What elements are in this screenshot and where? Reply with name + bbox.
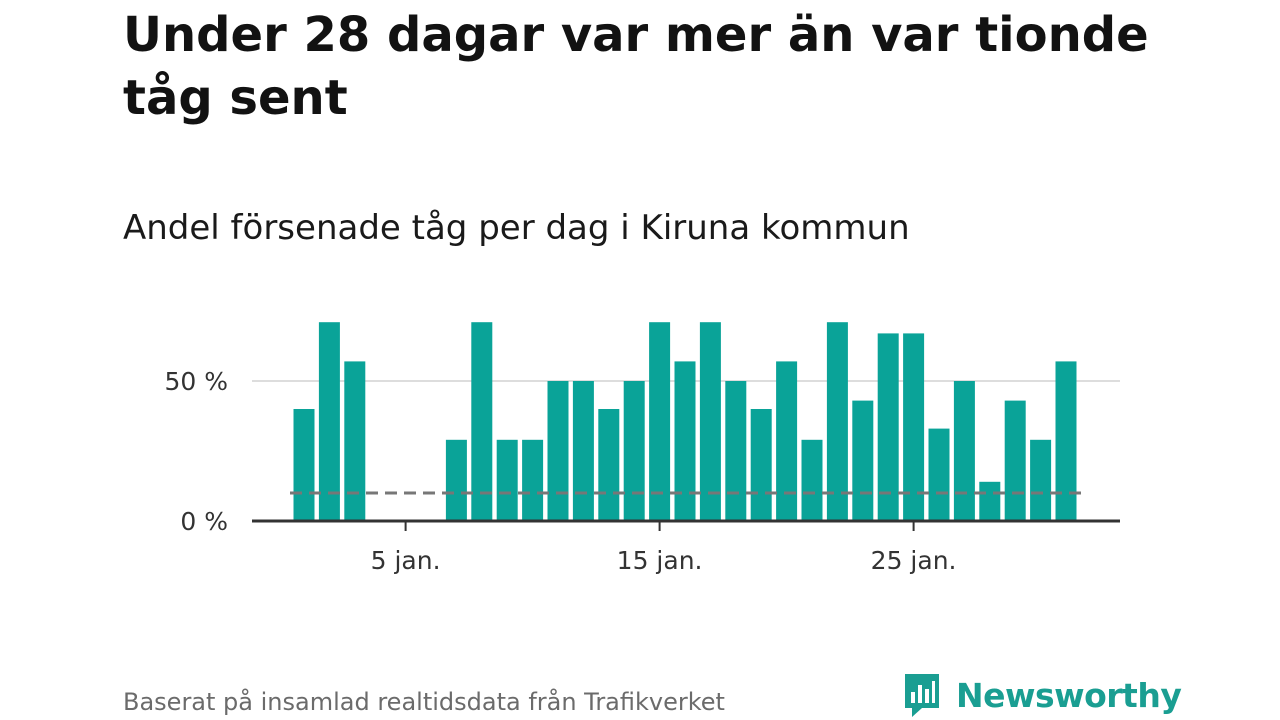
bar [826, 322, 848, 521]
bars [293, 322, 1077, 521]
newsworthy-logo-icon [905, 674, 939, 717]
bar [903, 333, 925, 521]
bar [1030, 439, 1052, 521]
bar [496, 439, 518, 521]
source-note: Baserat på insamlad realtidsdata från Tr… [123, 688, 725, 716]
axes: 0 % 50 % 5 jan. 15 jan. 25 jan. [164, 367, 1120, 575]
bar-chart: 0 % 50 % 5 jan. 15 jan. 25 jan. [164, 322, 1120, 575]
x-tick-label: 5 jan. [371, 546, 441, 575]
bar [801, 439, 823, 521]
bar [776, 361, 798, 521]
y-tick-label: 50 % [164, 367, 228, 396]
bar [725, 381, 747, 521]
bar [953, 381, 975, 521]
y-tick-label: 0 % [180, 507, 228, 536]
bar [547, 381, 569, 521]
x-tick-label: 15 jan. [617, 546, 703, 575]
bar [928, 428, 950, 521]
bar [445, 439, 467, 521]
bar [293, 409, 315, 521]
bar [750, 409, 772, 521]
bar [979, 481, 1001, 521]
bar [572, 381, 594, 521]
bar [852, 400, 874, 521]
bar [699, 322, 721, 521]
bar [318, 322, 340, 521]
bar [598, 409, 620, 521]
bar [471, 322, 493, 521]
chart-subtitle: Andel försenade tåg per dag i Kiruna kom… [123, 208, 910, 248]
brand-name: Newsworthy [956, 675, 1182, 715]
chart-title: Under 28 dagar var mer än var tionde tåg… [123, 7, 1149, 126]
bar [1055, 361, 1077, 521]
bar [877, 333, 899, 521]
bar [344, 361, 366, 521]
bar [649, 322, 671, 521]
bar [674, 361, 696, 521]
newsworthy-logo: Newsworthy [902, 670, 1182, 720]
bar [522, 439, 544, 521]
bar [623, 381, 645, 521]
bar [1004, 400, 1026, 521]
x-tick-label: 25 jan. [871, 546, 957, 575]
